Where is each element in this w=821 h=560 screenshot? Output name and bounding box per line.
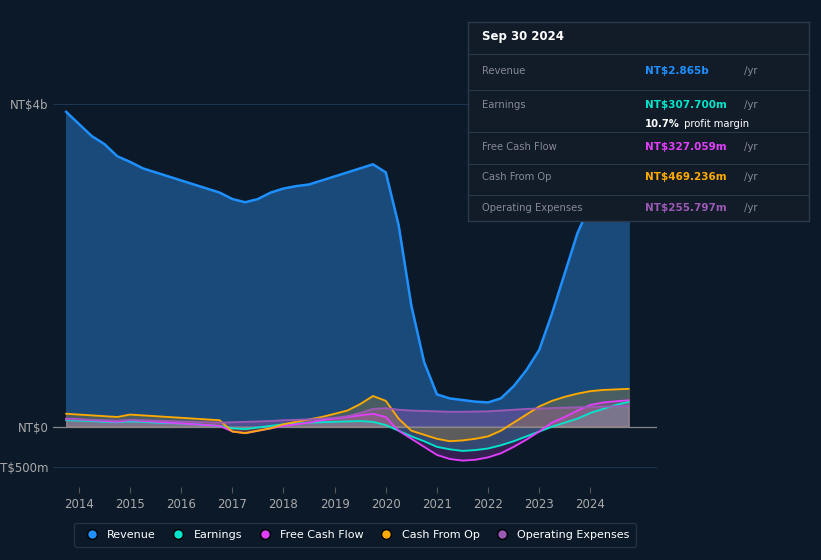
Text: NT$2.865b: NT$2.865b (645, 66, 709, 76)
Text: Operating Expenses: Operating Expenses (482, 203, 582, 213)
Text: /yr: /yr (741, 142, 757, 152)
Text: NT$307.700m: NT$307.700m (645, 100, 727, 110)
Text: 10.7%: 10.7% (645, 119, 680, 129)
Text: /yr: /yr (741, 203, 757, 213)
Text: Revenue: Revenue (482, 66, 525, 76)
Text: Earnings: Earnings (482, 100, 525, 110)
Text: profit margin: profit margin (681, 119, 749, 129)
Text: /yr: /yr (741, 66, 757, 76)
Text: NT$255.797m: NT$255.797m (645, 203, 727, 213)
Text: Sep 30 2024: Sep 30 2024 (482, 30, 563, 43)
Text: Free Cash Flow: Free Cash Flow (482, 142, 557, 152)
Legend: Revenue, Earnings, Free Cash Flow, Cash From Op, Operating Expenses: Revenue, Earnings, Free Cash Flow, Cash … (74, 523, 636, 547)
Text: NT$469.236m: NT$469.236m (645, 172, 727, 183)
Text: Cash From Op: Cash From Op (482, 172, 551, 183)
Text: /yr: /yr (741, 100, 757, 110)
Text: /yr: /yr (741, 172, 757, 183)
Text: NT$327.059m: NT$327.059m (645, 142, 727, 152)
